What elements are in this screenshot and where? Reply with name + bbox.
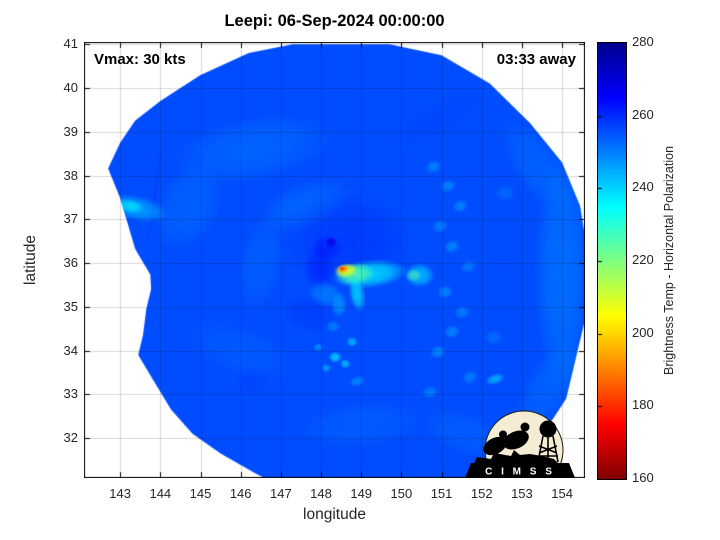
y-tick-label: 41	[63, 36, 78, 52]
colorbar-canvas	[598, 43, 626, 479]
y-tick-label: 38	[63, 167, 78, 183]
colorbar-tick-label: 240	[632, 179, 654, 195]
vmax-annotation: Vmax: 30 kts	[94, 51, 186, 68]
y-tick-label: 39	[63, 123, 78, 139]
colorbar-tick-label: 220	[632, 252, 654, 267]
eta-annotation: 03:33 away	[496, 51, 576, 68]
colorbar	[597, 42, 627, 480]
x-tick-label: 146	[229, 486, 252, 501]
colorbar-tick-label: 160	[632, 470, 654, 485]
y-tick-label: 35	[63, 298, 78, 314]
y-tick-label: 37	[63, 211, 78, 227]
cimss-banner	[465, 463, 575, 478]
cimss-logo: C I M S S	[465, 410, 575, 478]
x-tick-label: 147	[270, 486, 292, 501]
plot-area: Vmax: 30 kts 03:33 away C I M S S	[84, 42, 585, 478]
y-tick-label: 40	[63, 79, 78, 95]
colorbar-tick-label: 200	[632, 324, 654, 340]
x-tick-label: 144	[149, 486, 172, 501]
x-tick-label: 148	[310, 486, 332, 501]
satellite-dishes-icon	[474, 422, 559, 464]
x-axis-label: longitude	[303, 506, 366, 523]
y-tick-label: 33	[63, 386, 78, 402]
water-tower-icon	[537, 420, 559, 463]
x-tick-label: 143	[109, 486, 131, 501]
y-tick-label: 34	[63, 342, 78, 358]
chart-title: Leepi: 06-Sep-2024 00:00:00	[224, 12, 445, 30]
x-tick-label: 150	[390, 486, 413, 501]
x-tick-label: 145	[189, 486, 212, 501]
y-tick-label: 36	[63, 255, 78, 271]
y-tick-label: 32	[63, 430, 78, 446]
x-tick-label: 154	[551, 486, 573, 501]
colorbar-tick-label: 180	[632, 397, 654, 413]
x-tick-label: 151	[430, 486, 453, 501]
colorbar-tick-label: 280	[632, 34, 654, 49]
colorbar-tick-label: 260	[632, 106, 654, 122]
x-tick-label: 149	[350, 486, 373, 501]
satellite-heatmap-canvas	[84, 42, 585, 478]
x-tick-label: 153	[511, 486, 533, 501]
colorbar-label: Brightness Temp - Horizontal Polarizatio…	[662, 145, 676, 375]
x-tick-label: 152	[470, 486, 493, 501]
y-axis-label: latitude	[22, 235, 39, 285]
cimss-banner-text: C I M S S	[485, 467, 555, 478]
